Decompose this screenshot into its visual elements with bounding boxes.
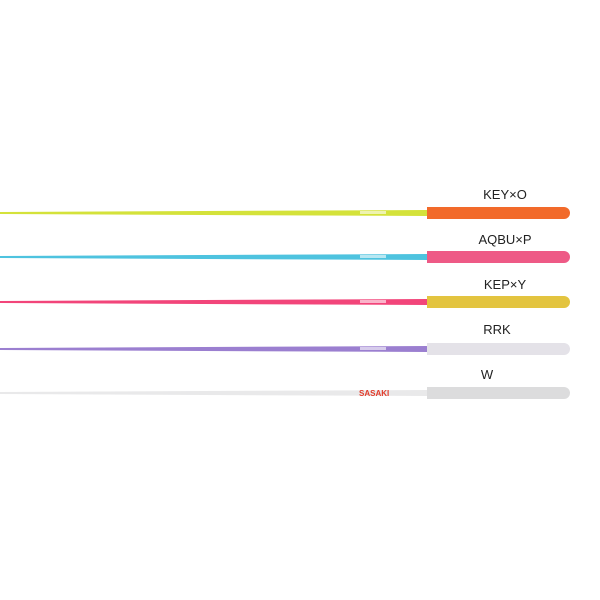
stick-grip (427, 207, 570, 219)
stick-grip (427, 251, 570, 263)
stick (0, 296, 570, 308)
brand-mark (360, 347, 386, 350)
brand-mark (360, 211, 386, 214)
stick-grip-end (427, 296, 433, 308)
brand-logo: SASAKI (359, 389, 389, 398)
stick-label-w: W (480, 367, 494, 382)
stick (0, 343, 570, 355)
stick-shaft (0, 390, 427, 396)
stick (0, 207, 570, 219)
stick-label-rrk: RRK (483, 322, 511, 337)
stick-label-kep-y: KEP×Y (483, 277, 527, 292)
stick-grip-end (427, 207, 433, 219)
stick-grip (427, 296, 570, 308)
stick-grip-end (427, 343, 433, 355)
brand-mark (360, 300, 386, 303)
stick-shaft (0, 210, 427, 216)
stick-grip (427, 387, 570, 399)
stick-shaft (0, 254, 427, 260)
stick-label-key-o: KEY×O (483, 187, 527, 202)
brand-mark (360, 255, 386, 258)
stick-grip-end (427, 251, 433, 263)
stick-label-aqbu-p: AQBU×P (478, 232, 532, 247)
stick: SASAKI (0, 387, 570, 399)
stick-shaft (0, 299, 427, 305)
stick-shaft (0, 346, 427, 352)
stick-grip (427, 343, 570, 355)
stick-grip-end (427, 387, 433, 399)
stick (0, 251, 570, 263)
